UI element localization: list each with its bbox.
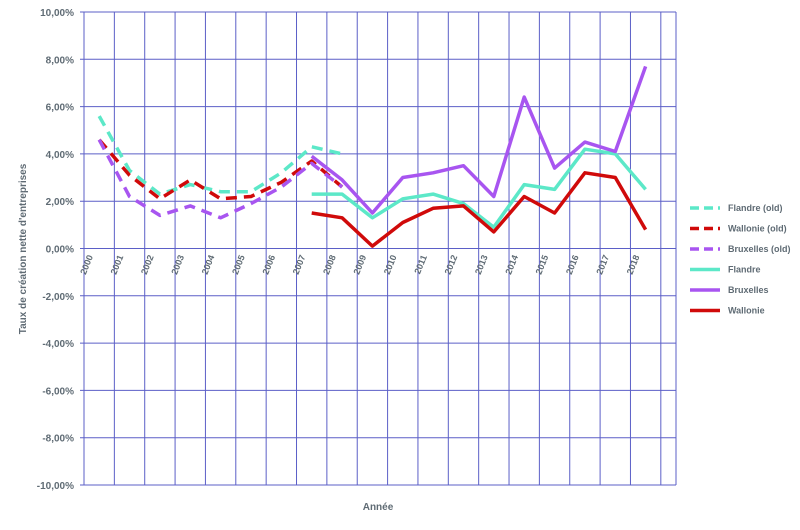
y-tick-label: -6,00% [42, 386, 74, 397]
x-tick-label: 2002 [139, 254, 156, 276]
legend: Flandre (old) Wallonie (old) Bruxelles (ol… [690, 203, 791, 316]
x-tick-label: 2001 [109, 254, 126, 276]
legend-label-bruxelles-old: Bruxelles (old) [728, 244, 791, 254]
y-tick-label: 10,00% [40, 8, 74, 19]
x-tick-label: 2005 [230, 254, 247, 276]
x-tick-label: 2017 [594, 254, 611, 276]
y-tick-label: -2,00% [42, 292, 74, 303]
x-tick-label: 2000 [78, 254, 95, 276]
legend-label-flandre: Flandre [728, 265, 761, 275]
series-line-wallonie-old [97, 138, 344, 201]
x-tick-label: 2011 [412, 254, 429, 276]
legend-label-flandre-old: Flandre (old) [728, 203, 783, 213]
series-line-bruxelles [310, 65, 648, 215]
legend-label-wallonie: Wallonie [728, 306, 765, 316]
x-tick-label: 2016 [564, 254, 581, 276]
x-tick-label: 2007 [291, 254, 308, 276]
grid [80, 11, 677, 486]
x-tick-label: 2004 [200, 254, 217, 276]
series-line-wallonie [311, 171, 648, 248]
legend-label-wallonie-old: Wallonie (old) [728, 224, 787, 234]
y-tick-label: -10,00% [37, 481, 74, 492]
y-tick-label: 0,00% [46, 245, 74, 256]
series-line-flandre-old [97, 115, 343, 196]
x-tick-label: 2014 [503, 254, 520, 276]
x-axis-title: Année [363, 502, 394, 513]
x-tick-label: 2013 [473, 254, 490, 276]
series-line-bruxelles-old [97, 138, 344, 220]
x-tick-label: 2012 [443, 254, 460, 276]
y-axis: 10,00% 8,00% 6,00% 4,00% 2,00% 0,00% -2,00% -4,… [37, 8, 74, 492]
y-tick-label: 6,00% [46, 103, 74, 114]
series-line-flandre [311, 147, 647, 229]
x-tick-label: 2006 [260, 254, 277, 276]
y-tick-label: 2,00% [46, 197, 74, 208]
x-tick-label: 2003 [169, 254, 186, 276]
y-tick-label: 8,00% [46, 55, 74, 66]
y-tick-label: -8,00% [42, 434, 74, 445]
x-tick-label: 2010 [382, 254, 399, 276]
x-tick-label: 2015 [534, 254, 551, 276]
y-tick-label: 4,00% [46, 150, 74, 161]
x-tick-label: 2009 [351, 254, 368, 276]
x-axis: 2000 2001 2002 2003 2004 2005 2006 2007 2008 2009… [78, 254, 641, 276]
x-tick-label: 2008 [321, 254, 338, 276]
legend-label-bruxelles: Bruxelles [728, 285, 769, 295]
y-axis-title: Taux de création nette d'entreprises [18, 163, 29, 334]
y-tick-label: -4,00% [42, 339, 74, 350]
x-tick-label: 2018 [625, 254, 642, 276]
plot-area [97, 65, 648, 248]
